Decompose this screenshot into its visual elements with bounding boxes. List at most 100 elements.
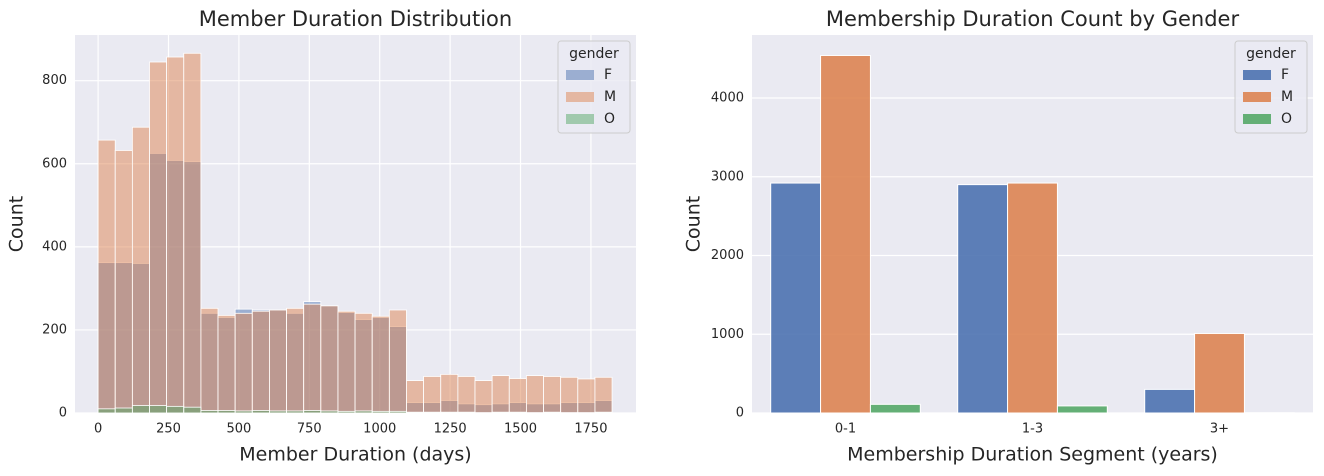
histogram-bar <box>269 309 287 414</box>
x-tick-label: 1000 <box>363 422 396 437</box>
chart-title: Membership Duration Count by Gender <box>826 7 1240 31</box>
histogram-bar <box>406 380 424 414</box>
histogram-bar <box>251 310 270 414</box>
legend-title: gender <box>569 46 619 62</box>
chart-title: Member Duration Distribution <box>199 7 512 31</box>
histogram-bar <box>114 150 133 414</box>
histogram-bar <box>286 410 305 414</box>
x-axis-label: Member Duration (days) <box>239 444 471 466</box>
legend-swatch <box>1243 70 1271 80</box>
histogram-bar <box>440 411 459 414</box>
chart: 0 200 400 600 800 Member Duration Distributio… <box>6 7 636 466</box>
legend-swatch <box>1243 92 1271 102</box>
bar <box>770 182 822 414</box>
x-tick-label: 3+ <box>1210 422 1229 437</box>
histogram-bar <box>543 376 562 414</box>
y-tick-label: 600 <box>42 156 67 171</box>
histogram-bar <box>371 410 390 414</box>
y-axis-label: Count <box>683 196 705 252</box>
x-tick-label: 250 <box>156 422 181 437</box>
histogram-bar <box>183 52 202 414</box>
x-tick-label: 1750 <box>574 422 607 437</box>
x-axis-label: Membership Duration Segment (years) <box>847 444 1218 466</box>
histogram-bar <box>251 410 270 414</box>
y-axis-label: Count <box>6 196 28 252</box>
histogram-bar <box>337 310 356 414</box>
x-tick-label: 1250 <box>434 422 467 437</box>
legend-label: O <box>604 111 615 127</box>
legend-label: F <box>1281 67 1289 83</box>
histogram-bar <box>354 410 373 414</box>
histogram-bar <box>560 376 579 414</box>
histogram-bar <box>457 376 476 414</box>
histogram-bar <box>594 411 613 414</box>
histogram-bar <box>286 307 305 414</box>
y-tick-label: 400 <box>42 239 67 254</box>
histogram-bar <box>406 411 424 414</box>
y-tick-label: 800 <box>42 73 67 88</box>
bar <box>1144 388 1196 414</box>
y-tick-label: 200 <box>42 322 67 337</box>
legend-label: O <box>1281 111 1292 127</box>
histogram-bar <box>508 411 527 414</box>
legend-title: gender <box>1246 46 1296 62</box>
histogram-bar <box>200 410 219 414</box>
histogram-bar <box>149 405 168 414</box>
x-tick-label: 750 <box>297 422 322 437</box>
histogram-bar <box>166 405 185 414</box>
legend-swatch <box>1243 114 1271 124</box>
histogram-bar <box>423 376 442 414</box>
histogram-bar <box>457 411 476 414</box>
bar <box>869 403 921 414</box>
histogram-bar <box>440 373 459 414</box>
histogram-bar <box>131 405 150 414</box>
legend-swatch <box>566 92 594 102</box>
legend-swatch <box>566 114 594 124</box>
x-tick-label: 1500 <box>504 422 537 437</box>
histogram-bar <box>491 411 510 414</box>
x-tick-label: 0 <box>94 422 102 437</box>
histogram-bar <box>149 61 168 414</box>
y-tick-label: 0 <box>59 406 67 421</box>
legend-label: M <box>1281 89 1293 105</box>
legend-swatch <box>566 70 594 80</box>
y-tick-label: 2000 <box>711 248 744 263</box>
histogram-bar <box>354 312 373 414</box>
x-tick-label: 500 <box>226 422 251 437</box>
histogram-bar <box>200 307 219 414</box>
histogram-bar <box>491 375 510 414</box>
histogram-bar <box>371 315 390 414</box>
histogram-bar <box>474 380 493 414</box>
x-tick-label: 0-1 <box>835 422 856 437</box>
histogram-bar <box>303 303 322 414</box>
x-tick-label: 1-3 <box>1022 422 1043 437</box>
bar <box>820 54 871 414</box>
histogram-bar <box>320 410 339 414</box>
y-tick-label: 0 <box>736 406 744 421</box>
bar <box>1194 332 1245 414</box>
histogram-bar <box>114 407 133 414</box>
histogram-bar <box>320 305 339 414</box>
histogram-bar <box>388 309 407 414</box>
chart: 0 1000 2000 3000 4000 Membership Duration Cou… <box>683 7 1313 466</box>
histogram-bar <box>183 406 202 414</box>
bar <box>1056 405 1108 414</box>
histogram-bar <box>577 378 596 414</box>
legend-label: F <box>604 67 612 83</box>
histogram-bar <box>543 411 562 414</box>
histogram-bar <box>234 312 253 414</box>
histogram-bar <box>525 375 544 414</box>
histogram-bar <box>594 376 613 414</box>
legend-box <box>557 40 631 134</box>
histogram-bar <box>166 56 185 414</box>
histogram-bar <box>97 139 116 414</box>
histogram-bar <box>337 410 356 414</box>
y-tick-label: 3000 <box>711 169 744 184</box>
histogram-bar <box>388 410 407 414</box>
legend-label: M <box>604 89 616 105</box>
y-tick-label: 1000 <box>711 327 744 342</box>
histogram-bar <box>423 411 442 414</box>
histogram-bar <box>234 410 253 414</box>
histogram-bar <box>217 314 236 414</box>
